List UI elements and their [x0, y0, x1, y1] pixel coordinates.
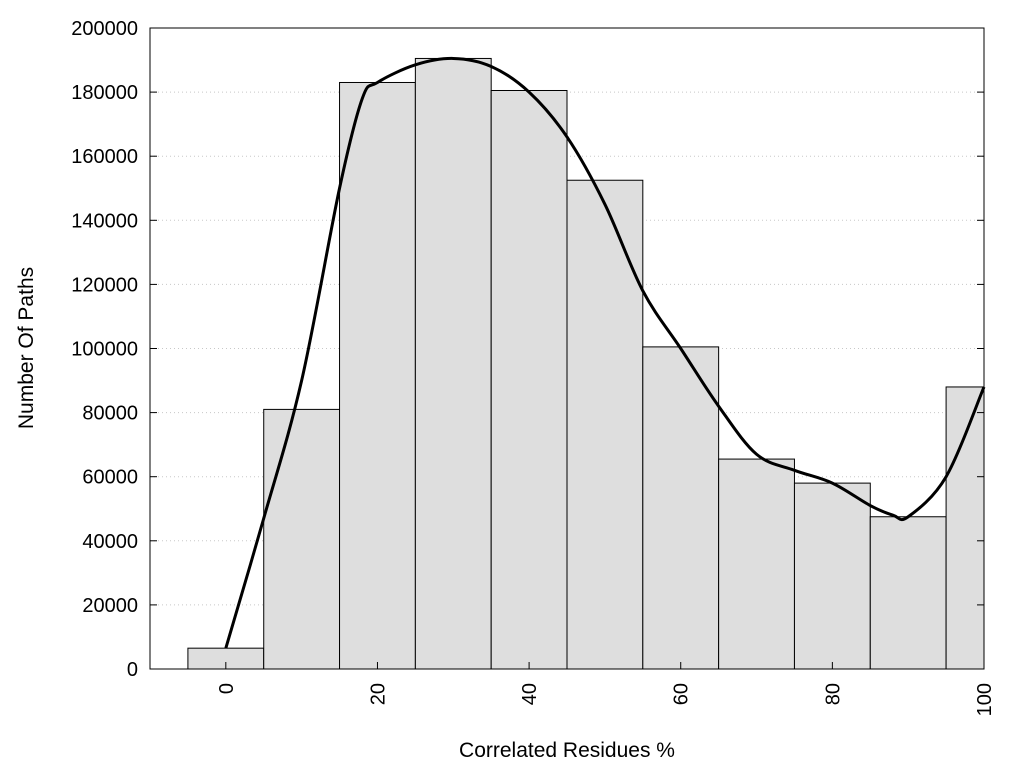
bar: [490, 89, 568, 670]
y-axis-title: Number Of Paths: [15, 267, 38, 429]
y-tick-label: 160000: [71, 146, 138, 168]
x-tick-label: 80: [822, 683, 844, 705]
x-axis-title: Correlated Residues %: [459, 739, 675, 762]
bar: [566, 179, 644, 670]
x-tick-label: 0: [216, 683, 238, 694]
y-tick-label: 0: [127, 659, 138, 681]
x-tick-label: 100: [974, 683, 996, 716]
y-tick-label: 180000: [71, 82, 138, 104]
x-tick-label: 60: [671, 683, 693, 705]
y-axis: 0 20000 40000 60000 80000 100000 120000 140000 1…: [71, 18, 984, 681]
bar: [869, 516, 947, 670]
bar: [945, 386, 985, 670]
y-tick-label: 200000: [71, 18, 138, 40]
y-tick-label: 60000: [82, 467, 138, 489]
bars: [187, 57, 985, 670]
bar: [263, 408, 341, 670]
bar: [793, 482, 871, 670]
y-tick-label: 80000: [82, 403, 138, 425]
y-tick-label: 100000: [71, 339, 138, 361]
y-tick-label: 140000: [71, 210, 138, 232]
bar: [718, 458, 795, 670]
smooth-curve-layer: [224, 56, 986, 649]
smooth-curve: [224, 56, 986, 649]
y-tick-label: 120000: [71, 274, 138, 296]
y-tick-label: 40000: [82, 531, 138, 553]
x-axis: 0 20 40 60 80 100: [216, 662, 996, 716]
bar: [414, 57, 492, 670]
bar: [642, 346, 720, 670]
x-tick-label: 40: [519, 683, 541, 705]
x-tick-label: 20: [367, 683, 389, 705]
y-tick-label: 20000: [82, 595, 138, 617]
bar: [339, 81, 416, 670]
